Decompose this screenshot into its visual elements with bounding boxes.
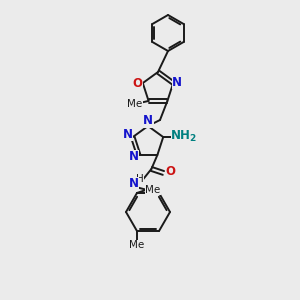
Text: Me: Me [127, 99, 142, 109]
Text: O: O [133, 76, 143, 90]
Text: N: N [123, 128, 133, 141]
Text: Me: Me [146, 185, 160, 195]
Text: H: H [136, 174, 143, 184]
Text: N: N [172, 76, 182, 88]
Text: Me: Me [129, 240, 145, 250]
Text: O: O [165, 165, 176, 178]
Text: N: N [128, 177, 138, 190]
Text: 2: 2 [189, 134, 195, 142]
Text: N: N [129, 150, 139, 164]
Text: NH: NH [171, 129, 191, 142]
Text: N: N [143, 115, 153, 128]
